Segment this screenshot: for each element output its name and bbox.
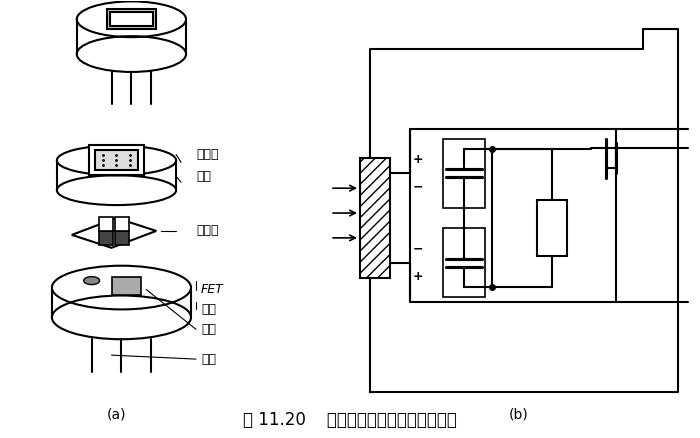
Bar <box>443 138 485 208</box>
Text: +: + <box>412 270 423 283</box>
Polygon shape <box>72 218 156 248</box>
Bar <box>360 159 390 278</box>
Bar <box>537 200 566 256</box>
Text: −: − <box>412 181 423 194</box>
Bar <box>89 145 144 175</box>
Text: (b): (b) <box>509 408 528 422</box>
Ellipse shape <box>84 277 99 285</box>
Text: (a): (a) <box>106 408 126 422</box>
Text: +: + <box>412 153 423 166</box>
Text: 管座: 管座 <box>201 303 216 316</box>
Bar <box>116 231 130 245</box>
Text: 高阻: 高阻 <box>201 323 216 336</box>
Bar <box>99 217 113 231</box>
Text: 管帽: 管帽 <box>196 170 211 183</box>
Text: 敏感元: 敏感元 <box>196 224 218 237</box>
Text: −: − <box>412 242 423 255</box>
Bar <box>99 231 113 245</box>
Bar <box>116 217 130 231</box>
Bar <box>106 9 156 29</box>
Text: FET: FET <box>201 283 224 296</box>
Bar <box>443 228 485 297</box>
Bar <box>109 12 153 26</box>
Bar <box>111 277 141 294</box>
Text: 引线: 引线 <box>201 353 216 366</box>
Bar <box>94 150 139 170</box>
Text: 滤光片: 滤光片 <box>196 148 218 161</box>
Text: 图 11.20    热释电人体红外传感器的结构: 图 11.20 热释电人体红外传感器的结构 <box>243 411 457 429</box>
